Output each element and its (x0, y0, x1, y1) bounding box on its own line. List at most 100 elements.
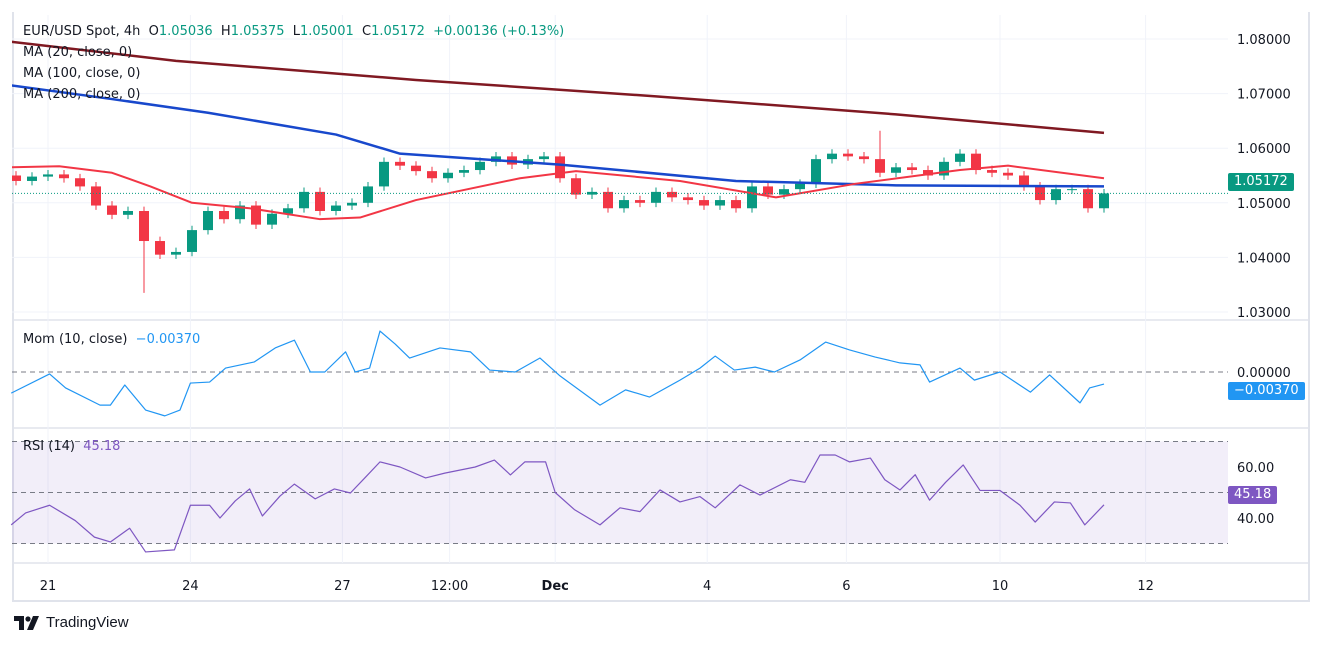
time-tick-label: 4 (703, 579, 711, 594)
candle-up (443, 172, 453, 179)
candle-up (331, 205, 341, 211)
price-pane (12, 40, 1109, 293)
candle-down (1019, 175, 1029, 187)
time-tick-label: 21 (40, 579, 57, 594)
candle-down (395, 161, 405, 166)
candle-down (427, 171, 437, 179)
candle-up (379, 161, 389, 187)
candle-down (411, 165, 421, 172)
candle-down (859, 156, 869, 160)
mom-value: −0.00370 (135, 332, 201, 347)
rsi-legend[interactable]: RSI (14) 45.18 (23, 439, 120, 454)
candle-down (1035, 186, 1045, 201)
candle-up (283, 208, 293, 214)
rsi-tick-label: 60.00 (1237, 461, 1274, 476)
candle-up (795, 183, 805, 190)
close-value: 1.05172 (371, 24, 425, 39)
rsi-line (10, 454, 1105, 553)
candle-up (619, 200, 629, 209)
high-value: 1.05375 (230, 24, 285, 39)
candle-down (75, 178, 85, 187)
candle-up (811, 159, 821, 184)
time-tick-label: 10 (992, 579, 1009, 594)
time-tick-label: Dec (542, 579, 569, 594)
rsi-tick-label: 40.00 (1237, 512, 1274, 527)
candle-up (235, 205, 245, 220)
candle-up (203, 210, 213, 231)
candle-down (603, 191, 613, 209)
candle-up (43, 174, 53, 177)
candle-up (1051, 189, 1061, 201)
candle-down (843, 153, 853, 157)
candle-up (347, 202, 357, 206)
price-tick-label: 1.03000 (1237, 306, 1291, 321)
ma100-legend[interactable]: MA (100, close, 0) (23, 66, 141, 81)
ma200-line (12, 40, 1105, 135)
ma20-line (12, 164, 1105, 221)
candle-down (1083, 189, 1093, 209)
open-value: 1.05036 (158, 24, 213, 39)
open-label: O (148, 24, 159, 39)
candle-up (27, 176, 37, 181)
candle-up (363, 186, 373, 203)
candle-down (315, 191, 325, 211)
candle-down (555, 156, 565, 179)
candle-up (123, 210, 133, 215)
time-tick-label: 6 (842, 579, 850, 594)
candle-down (923, 170, 933, 176)
price-tick-label: 1.05000 (1237, 197, 1291, 212)
change-value: +0.00136 (+0.13%) (433, 24, 565, 39)
rsi-value: 45.18 (83, 439, 121, 454)
candle-up (715, 200, 725, 206)
tradingview-logo-icon (14, 615, 39, 630)
candle-down (731, 200, 741, 209)
candle-up (475, 161, 485, 171)
mom-tick-label: 0.00000 (1237, 366, 1291, 381)
time-tick-label: 24 (182, 579, 199, 594)
candle-down (635, 200, 645, 203)
price-tick-label: 1.08000 (1237, 33, 1291, 48)
candle-down (667, 191, 677, 198)
candle-up (891, 167, 901, 173)
candle-up (939, 161, 949, 176)
candle-up (827, 153, 837, 160)
time-tick-label: 27 (334, 579, 351, 594)
brand-name: TradingView (46, 614, 129, 631)
close-label: C (362, 24, 372, 39)
ma200-legend[interactable]: MA (200, close, 0) (23, 87, 141, 102)
symbol-legend[interactable]: EUR/USD Spot, 4h O1.05036 H1.05375 L1.05… (23, 24, 564, 39)
candle-up (459, 170, 469, 173)
last-price-tag: 1.05172 (1228, 173, 1294, 191)
mom-label: Mom (10, close) (23, 332, 128, 347)
candle-down (91, 186, 101, 206)
symbol-title: EUR/USD Spot, 4h (23, 24, 141, 39)
candle-up (187, 230, 197, 252)
candle-up (267, 213, 277, 225)
price-tick-label: 1.04000 (1237, 251, 1291, 266)
mom-value-tag: −0.00370 (1228, 382, 1305, 400)
time-tick-label: 12 (1137, 579, 1154, 594)
candle-down (107, 205, 117, 215)
ma20-legend[interactable]: MA (20, close, 0) (23, 45, 133, 60)
price-tick-label: 1.07000 (1237, 88, 1291, 103)
candle-down (12, 175, 21, 181)
candle-down (683, 197, 693, 201)
candle-down (1003, 172, 1013, 176)
candle-up (955, 153, 965, 162)
time-tick-label: 12:00 (431, 579, 468, 594)
tradingview-logo[interactable]: TradingView (14, 614, 129, 631)
candle-up (539, 156, 549, 160)
candle-up (299, 191, 309, 209)
candle-down (139, 210, 149, 242)
mom-line (10, 330, 1105, 417)
candle-up (1067, 189, 1077, 191)
mom-legend[interactable]: Mom (10, close) −0.00370 (23, 332, 200, 347)
high-label: H (220, 24, 231, 39)
candle-down (971, 153, 981, 171)
candle-down (571, 178, 581, 195)
candle-down (907, 167, 917, 171)
candle-up (1099, 193, 1109, 209)
candle-up (779, 189, 789, 195)
candle-down (699, 200, 709, 206)
